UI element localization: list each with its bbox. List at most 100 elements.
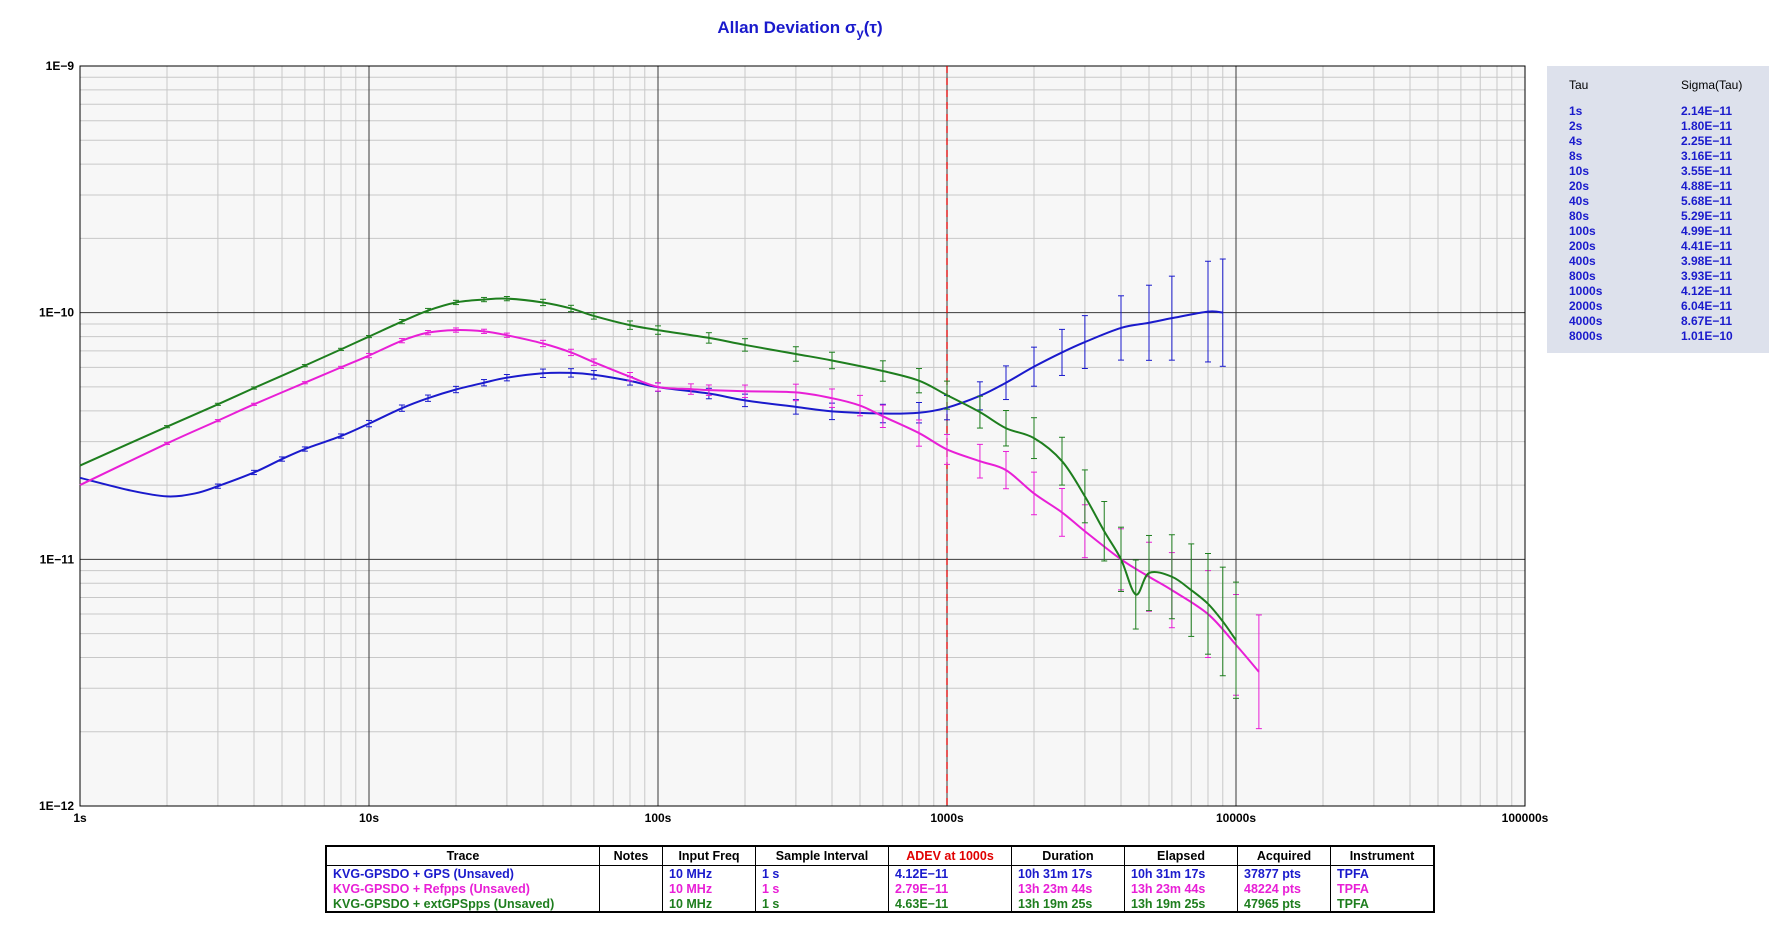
sigma-value: 1.01E−10 [1681,329,1733,343]
sigma-value: 8.67E−11 [1681,314,1733,328]
cell-elapsed: 10h 31m 17s [1124,865,1238,881]
table-row: KVG-GPSDO + Refpps (Unsaved) 10 MHz 1 s 2.7… [325,881,1435,896]
tau-row: 200s 4.41E−11 [1547,239,1769,254]
tau-row: 20s 4.88E−11 [1547,179,1769,194]
tau-value: 20s [1569,179,1590,193]
cell-duration: 13h 23m 44s [1011,881,1125,896]
cell-duration: 13h 19m 25s [1011,896,1125,912]
cell-input-freq: 10 MHz [662,881,756,896]
col-sample-interval: Sample Interval [755,846,889,866]
y-tick-label: 1E−12 [39,799,74,813]
cell-notes [599,865,663,881]
tau-panel-header: Tau Sigma(Tau) [1547,66,1769,104]
col-input-freq: Input Freq [662,846,756,866]
y-tick-label: 1E−11 [40,552,75,566]
x-tick-label: 10s [359,811,379,825]
tau-row: 400s 3.98E−11 [1547,254,1769,269]
sigma-value: 1.80E−11 [1681,119,1733,133]
cell-elapsed: 13h 19m 25s [1124,896,1238,912]
tau-row: 8s 3.16E−11 [1547,149,1769,164]
sigma-value: 2.25E−11 [1681,134,1733,148]
x-tick-label: 100000s [1502,811,1549,825]
sigma-value: 4.99E−11 [1681,224,1733,238]
cell-duration: 10h 31m 17s [1011,865,1125,881]
cell-notes [599,896,663,912]
cell-acquired: 37877 pts [1237,865,1331,881]
tau-row: 800s 3.93E−11 [1547,269,1769,284]
tau-sigma-panel: Tau Sigma(Tau) 1s 2.14E−11 2s 1.80E−11 4s 2.2… [1547,66,1769,353]
cell-elapsed: 13h 23m 44s [1124,881,1238,896]
sigma-value: 5.29E−11 [1681,209,1733,223]
trace-summary-table: Trace Notes Input Freq Sample Interval A… [325,845,1435,913]
tau-row: 10s 3.55E−11 [1547,164,1769,179]
sigma-header: Sigma(Tau) [1681,78,1743,92]
sigma-value: 6.04E−11 [1681,299,1733,313]
tau-rows: 1s 2.14E−11 2s 1.80E−11 4s 2.25E−11 8s 3.16E−11… [1547,104,1769,344]
cell-adev: 4.63E−11 [888,896,1012,912]
tau-row: 100s 4.99E−11 [1547,224,1769,239]
sigma-value: 3.93E−11 [1681,269,1733,283]
x-tick-label: 10000s [1216,811,1256,825]
col-elapsed: Elapsed [1124,846,1238,866]
tau-value: 400s [1569,254,1596,268]
tau-value: 200s [1569,239,1596,253]
cell-acquired: 48224 pts [1237,881,1331,896]
cell-trace: KVG-GPSDO + GPS (Unsaved) [325,865,600,881]
cell-adev: 2.79E−11 [888,881,1012,896]
cell-instrument: TPFA [1330,881,1435,896]
tau-row: 1s 2.14E−11 [1547,104,1769,119]
summary-header-row: Trace Notes Input Freq Sample Interval A… [325,846,1435,866]
tau-row: 4000s 8.67E−11 [1547,314,1769,329]
tau-value: 8s [1569,149,1583,163]
tau-row: 2000s 6.04E−11 [1547,299,1769,314]
tau-value: 10s [1569,164,1590,178]
cell-trace: KVG-GPSDO + extGPSpps (Unsaved) [325,896,600,912]
tau-value: 1s [1569,104,1583,118]
cell-input-freq: 10 MHz [662,896,756,912]
tau-value: 80s [1569,209,1590,223]
plot-frame [79,65,1526,807]
tau-row: 8000s 1.01E−10 [1547,329,1769,344]
tau-value: 100s [1569,224,1596,238]
cell-sample-interval: 1 s [755,896,889,912]
tau-row: 4s 2.25E−11 [1547,134,1769,149]
cell-sample-interval: 1 s [755,881,889,896]
col-duration: Duration [1011,846,1125,866]
tau-row: 2s 1.80E−11 [1547,119,1769,134]
cell-notes [599,881,663,896]
tau-header: Tau [1569,78,1589,92]
table-row: KVG-GPSDO + extGPSpps (Unsaved) 10 MHz 1 s… [325,896,1435,912]
sigma-value: 2.14E−11 [1681,104,1733,118]
col-trace: Trace [325,846,600,866]
plot-area [80,66,1525,806]
cell-adev: 4.12E−11 [888,865,1012,881]
cell-instrument: TPFA [1330,896,1435,912]
tau-row: 40s 5.68E−11 [1547,194,1769,209]
col-acquired: Acquired [1237,846,1331,866]
table-row: KVG-GPSDO + GPS (Unsaved) 10 MHz 1 s 4.12E−… [325,865,1435,881]
chart-title: Allan Deviation σy(τ) [717,18,883,41]
sigma-value: 4.41E−11 [1681,239,1733,253]
tau-value: 1000s [1569,284,1603,298]
sigma-value: 5.68E−11 [1681,194,1733,208]
sigma-value: 4.12E−11 [1681,284,1733,298]
tau-value: 8000s [1569,329,1603,343]
tau-value: 4s [1569,134,1583,148]
x-tick-label: 1s [73,811,87,825]
tau-value: 2000s [1569,299,1603,313]
col-instrument: Instrument [1330,846,1435,866]
tau-value: 800s [1569,269,1596,283]
cell-sample-interval: 1 s [755,865,889,881]
cell-instrument: TPFA [1330,865,1435,881]
sigma-value: 3.98E−11 [1681,254,1733,268]
sigma-value: 4.88E−11 [1681,179,1733,193]
col-adev: ADEV at 1000s [888,846,1012,866]
cell-input-freq: 10 MHz [662,865,756,881]
cell-acquired: 47965 pts [1237,896,1331,912]
tau-value: 4000s [1569,314,1603,328]
sigma-value: 3.16E−11 [1681,149,1733,163]
tau-value: 2s [1569,119,1583,133]
y-tick-label: 1E−9 [46,59,75,73]
tau-value: 40s [1569,194,1590,208]
